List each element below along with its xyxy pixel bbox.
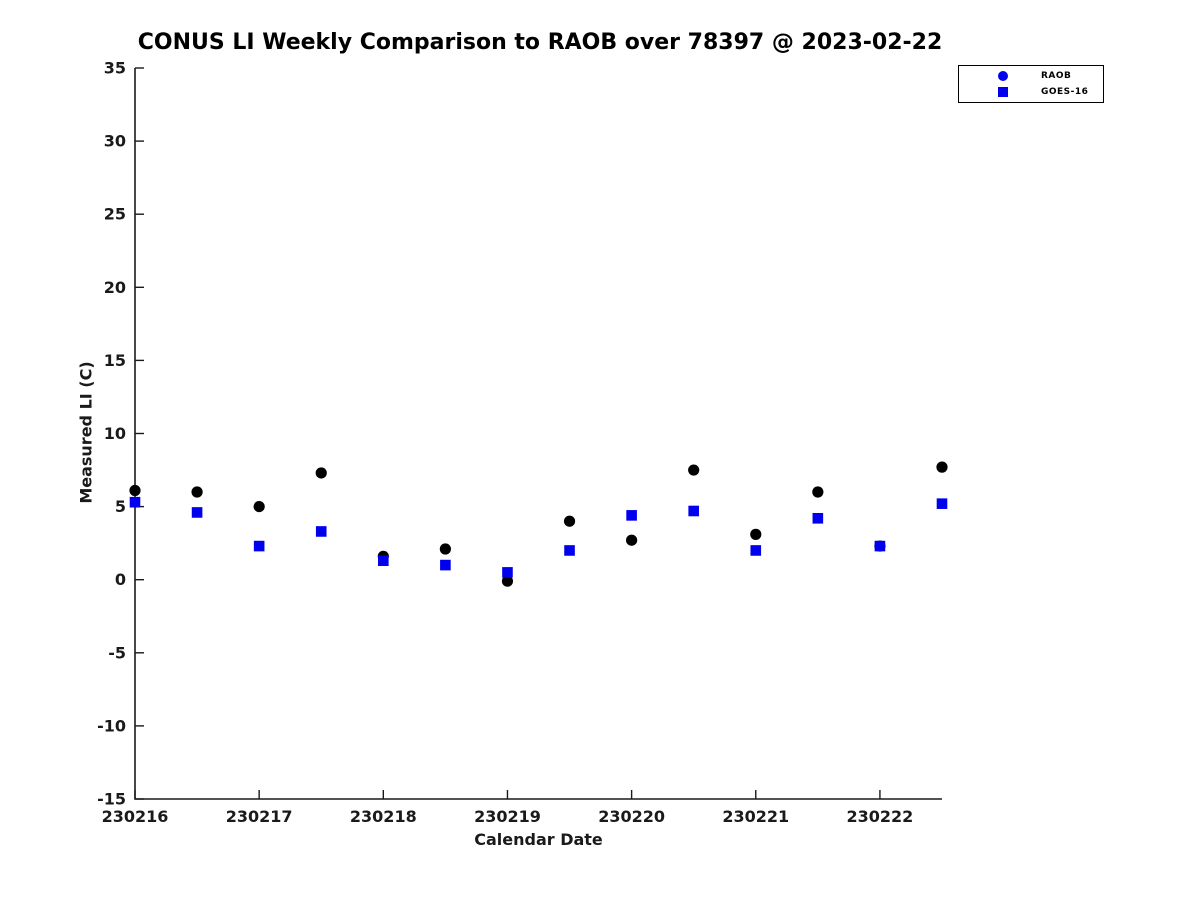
y-tick-label: 35	[104, 59, 126, 78]
goes16-point	[874, 540, 886, 552]
goes16-point	[378, 555, 389, 566]
y-tick-label: 30	[104, 132, 126, 151]
goes16-point	[253, 540, 265, 552]
goes16-point	[129, 496, 141, 508]
x-tick-label: 230217	[226, 807, 293, 826]
raob-point	[688, 464, 700, 476]
y-tick-label: 25	[104, 205, 126, 224]
goes16-point	[440, 559, 451, 571]
y-tick-label: -10	[97, 716, 126, 735]
x-tick-label: 230221	[722, 807, 789, 826]
legend-item-goes16: GOES-16	[959, 85, 1103, 99]
y-tick-label: 20	[104, 278, 126, 297]
legend: RAOB GOES-16	[958, 65, 1104, 103]
legend-label-goes16: GOES-16	[1041, 87, 1089, 98]
goes16-point	[750, 545, 762, 556]
x-tick-label: 230219	[474, 807, 541, 826]
goes16-point	[688, 505, 699, 517]
raob-point	[936, 461, 948, 473]
y-tick-label: -5	[108, 643, 126, 662]
x-tick-label: 230216	[102, 807, 169, 826]
raob-point	[129, 484, 141, 497]
axis-lines	[134, 68, 942, 800]
goes16-point	[936, 498, 948, 509]
y-tick-label: 5	[115, 497, 126, 516]
x-tick-label: 230222	[847, 807, 914, 826]
y-axis-label: Measured LI (C)	[76, 361, 96, 504]
legend-label-raob: RAOB	[1041, 70, 1072, 81]
y-tick-label: 15	[104, 351, 126, 370]
y-tick-label: 0	[115, 570, 126, 589]
goes16-point	[502, 567, 513, 578]
raob-point	[439, 543, 451, 555]
raob-point	[191, 486, 203, 498]
raob-point	[253, 501, 265, 513]
chart-title: CONUS LI Weekly Comparison to RAOB over …	[137, 30, 943, 55]
y-tick-label: 10	[104, 424, 126, 443]
goes16-point	[564, 545, 575, 556]
raob-point	[315, 467, 327, 479]
raob-circle-icon	[998, 70, 1008, 81]
raob-point	[750, 528, 762, 540]
raob-point	[626, 534, 638, 546]
goes16-point	[812, 512, 824, 524]
goes16-point	[191, 507, 203, 518]
legend-item-raob: RAOB	[959, 69, 1103, 83]
raob-point	[812, 486, 824, 498]
goes16-point	[626, 510, 637, 521]
x-tick-label: 230218	[350, 807, 417, 826]
y-tick-label: -15	[97, 790, 126, 809]
goes16-point	[315, 526, 327, 537]
x-axis-label: Calendar Date	[474, 830, 603, 849]
raob-point	[501, 575, 514, 587]
raob-point	[563, 515, 576, 527]
goes16-square-icon	[998, 87, 1008, 98]
x-tick-label: 230220	[598, 807, 665, 826]
